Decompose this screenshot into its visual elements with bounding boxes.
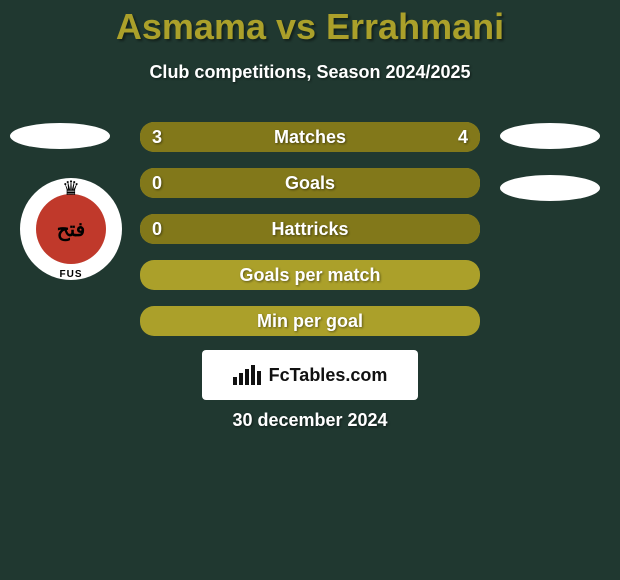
stat-value-left: 3 bbox=[152, 122, 162, 152]
branding-icon-bar bbox=[251, 365, 255, 385]
stat-bar: Goals0 bbox=[140, 168, 480, 198]
branding-icon-bar bbox=[233, 377, 237, 385]
player-right-avatar-placeholder-icon bbox=[500, 123, 600, 149]
stat-bar: Min per goal bbox=[140, 306, 480, 336]
stat-label: Min per goal bbox=[140, 306, 480, 336]
player-right-club-placeholder-icon bbox=[500, 175, 600, 201]
branding-text: FcTables.com bbox=[269, 365, 388, 386]
stat-label: Matches bbox=[140, 122, 480, 152]
stat-bar: Hattricks0 bbox=[140, 214, 480, 244]
branding-badge: FcTables.com bbox=[202, 350, 418, 400]
stat-value-right: 4 bbox=[458, 122, 468, 152]
stat-label: Goals per match bbox=[140, 260, 480, 290]
page-title: Asmama vs Errahmani bbox=[0, 0, 620, 48]
player-left-club-logo: ♛ فتح FUS bbox=[20, 178, 122, 280]
club-crown-icon: ♛ bbox=[62, 178, 80, 201]
club-acronym: FUS bbox=[60, 269, 83, 280]
date-text: 30 december 2024 bbox=[0, 410, 620, 431]
stat-row: Goals per match bbox=[140, 260, 480, 290]
stat-bars: Matches34Goals0Hattricks0Goals per match… bbox=[140, 122, 480, 352]
stat-row: Hattricks0 bbox=[140, 214, 480, 244]
branding-icon-bar bbox=[245, 369, 249, 385]
club-arabic-text: فتح bbox=[57, 217, 86, 242]
club-logo-inner: ♛ فتح FUS bbox=[36, 194, 106, 264]
comparison-infographic: Asmama vs Errahmani Club competitions, S… bbox=[0, 0, 620, 580]
stat-value-left: 0 bbox=[152, 214, 162, 244]
stat-bar: Matches3 4 bbox=[140, 122, 480, 152]
player-left-avatar-placeholder-icon bbox=[10, 123, 110, 149]
branding-icon-bar bbox=[239, 373, 243, 385]
branding-bars-icon bbox=[233, 365, 261, 385]
stat-bar: Goals per match bbox=[140, 260, 480, 290]
stat-label: Goals bbox=[140, 168, 480, 198]
stat-row: Min per goal bbox=[140, 306, 480, 336]
stat-value-left: 0 bbox=[152, 168, 162, 198]
stat-row: Goals0 bbox=[140, 168, 480, 198]
subtitle: Club competitions, Season 2024/2025 bbox=[0, 62, 620, 83]
stat-label: Hattricks bbox=[140, 214, 480, 244]
stat-row: Matches3 4 bbox=[140, 122, 480, 152]
branding-icon-bar bbox=[257, 371, 261, 385]
